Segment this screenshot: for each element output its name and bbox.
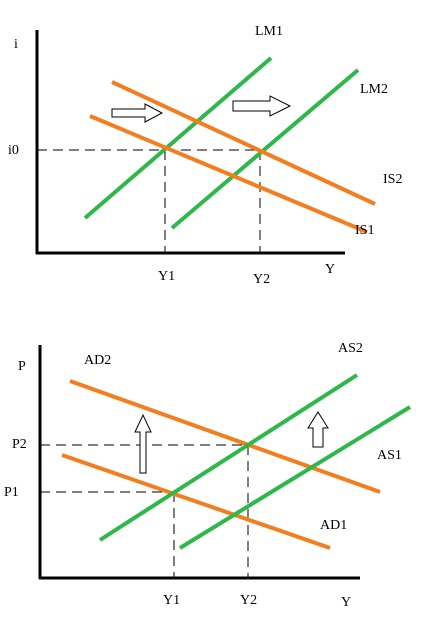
ad1-curve	[61, 453, 331, 550]
curve-label: AS2	[338, 341, 363, 356]
axis-label: Y	[325, 262, 335, 277]
axis-label: i	[14, 37, 18, 52]
curve-label: AD1	[320, 518, 347, 533]
curve-label: AD2	[84, 353, 111, 368]
axis-label: P1	[4, 485, 19, 500]
shift-arrow	[232, 95, 292, 117]
curve-label: AS1	[377, 448, 402, 463]
shift-arrow	[134, 413, 152, 474]
axis-label: Y2	[240, 593, 257, 608]
curve-label: LM1	[255, 24, 283, 39]
as1-curve	[178, 405, 412, 550]
curve-label: LM2	[360, 82, 388, 97]
axis-label: Y	[341, 595, 351, 610]
shift-arrow	[307, 411, 329, 448]
as2-curve	[98, 373, 359, 542]
axis-label: Y2	[253, 272, 270, 287]
curve-label: IS2	[383, 172, 402, 187]
axis-label: P2	[12, 437, 27, 452]
ad2-curve	[69, 379, 381, 494]
axis-label: Y1	[158, 269, 175, 284]
axis-label: Y1	[163, 593, 180, 608]
is2-curve	[111, 80, 376, 206]
shift-arrow	[111, 103, 164, 123]
curve-label: IS1	[355, 223, 374, 238]
is1-curve	[89, 114, 368, 234]
lm1-curve	[83, 56, 273, 220]
lm2-curve	[170, 68, 360, 230]
axis-label: P	[18, 359, 26, 374]
axis-label: i0	[8, 143, 19, 158]
